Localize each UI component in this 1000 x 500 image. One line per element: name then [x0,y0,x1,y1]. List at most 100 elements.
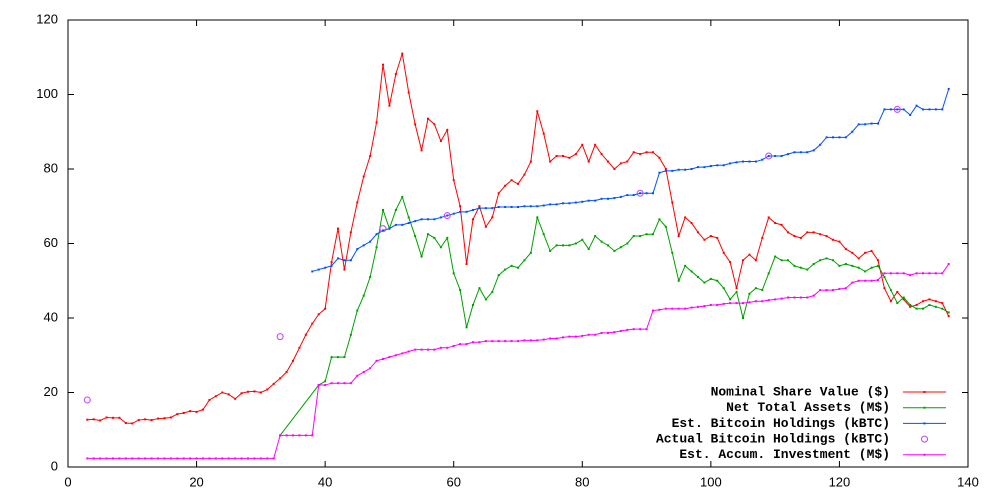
point-marker [864,251,867,254]
point-marker [459,205,462,208]
point-marker [272,457,275,460]
point-marker [343,259,346,262]
legend-swatch [923,422,926,425]
point-marker [491,290,494,293]
point-marker [915,104,918,107]
point-marker [709,277,712,280]
point-marker [636,189,644,197]
point-marker [780,297,783,300]
point-marker [613,331,616,334]
point-marker [472,341,474,344]
point-marker [446,346,449,349]
point-marker [748,292,751,295]
point-marker [697,276,699,279]
point-marker [806,231,809,234]
point-marker [163,457,166,460]
point-marker [311,434,314,437]
point-marker [407,222,410,225]
point-marker [574,153,577,156]
point-marker [549,160,552,163]
point-marker [401,352,404,355]
point-marker [619,162,622,165]
point-marker [144,418,147,421]
point-marker [324,266,327,269]
point-marker [928,272,931,275]
point-marker [870,249,873,252]
point-marker [131,457,134,460]
point-marker [619,246,622,249]
point-marker [414,348,417,351]
point-marker [343,356,346,359]
point-marker [379,225,387,233]
point-marker [247,457,249,460]
point-marker [176,457,179,460]
point-marker [517,266,519,269]
point-marker [870,122,873,125]
point-marker [587,248,590,251]
point-marker [542,132,545,135]
point-marker [922,272,924,275]
point-marker [690,270,693,273]
point-marker [529,205,532,208]
point-marker [889,289,892,292]
point-marker [478,341,481,344]
point-marker [529,160,532,163]
x-tick-label: 120 [829,474,851,489]
point-marker [652,233,654,236]
point-marker [825,136,828,139]
point-marker [388,356,391,359]
point-marker [915,303,918,306]
point-marker [729,302,732,305]
point-marker [645,328,648,331]
point-marker [144,457,147,460]
point-marker [362,294,365,297]
point-marker [896,302,899,305]
point-marker [709,235,712,238]
point-marker [645,233,648,236]
point-marker [259,457,262,460]
point-marker [317,313,320,316]
point-marker [465,326,468,329]
point-marker [632,328,635,331]
point-marker [909,303,912,306]
legend-swatch [923,391,926,393]
point-marker [497,205,500,208]
point-marker [324,307,327,310]
point-marker [420,149,423,152]
point-marker [324,380,327,383]
point-marker [427,117,429,120]
point-marker [613,168,616,170]
point-marker [844,262,847,265]
point-marker [825,235,828,238]
point-marker [292,434,294,437]
point-marker [298,434,301,437]
point-marker [722,251,725,254]
point-marker [555,203,558,206]
point-marker [889,272,892,275]
point-marker [793,264,796,267]
point-marker [851,251,854,254]
point-marker [234,457,237,460]
point-marker [131,422,134,425]
point-marker [439,346,442,349]
point-marker [446,214,449,217]
point-marker [182,411,185,414]
point-marker [684,216,687,219]
point-marker [600,240,603,243]
point-marker [497,192,500,195]
point-marker [671,251,674,254]
point-marker [439,246,442,249]
point-marker [401,195,404,198]
point-marker [208,457,211,460]
point-marker [562,202,564,205]
legend-label: Net Total Assets (M$) [726,400,890,415]
point-marker [709,303,712,306]
point-marker [568,156,571,159]
point-marker [722,164,725,167]
point-marker [234,397,237,400]
point-marker [748,160,751,163]
point-marker [639,328,642,331]
point-marker [510,205,513,208]
point-marker [375,359,378,362]
point-marker [504,268,507,271]
